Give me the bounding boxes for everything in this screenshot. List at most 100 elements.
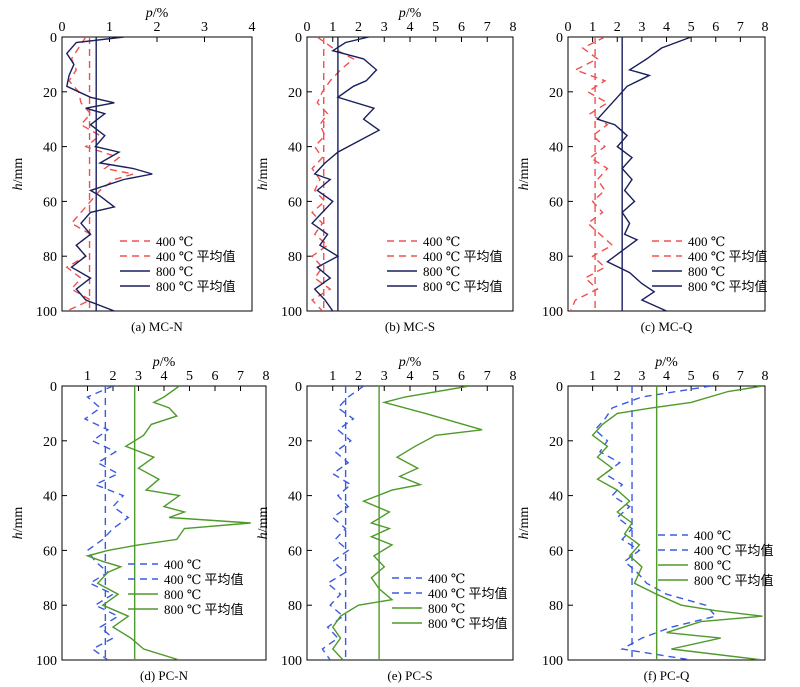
y-tick-label: 20: [549, 86, 563, 101]
x-tick-label: 3: [381, 369, 388, 384]
legend-label: 800 ℃ 平均值: [428, 616, 508, 631]
series-800-line: [311, 37, 381, 311]
y-tick-label: 100: [542, 305, 563, 320]
x-tick-label: 0: [565, 20, 572, 35]
y-tick-label: 20: [549, 435, 563, 450]
x-axis-title: p/%: [654, 355, 678, 370]
x-tick-label: 3: [638, 369, 645, 384]
legend-label: 800 ℃ 平均值: [156, 279, 236, 294]
x-tick-label: 2: [614, 20, 621, 35]
x-tick-label: 2: [355, 369, 362, 384]
y-tick-label: 0: [295, 380, 302, 395]
y-tick-label: 60: [549, 544, 563, 559]
x-tick-label: 7: [737, 369, 744, 384]
y-tick-label: 20: [288, 86, 302, 101]
x-tick-label: 6: [212, 369, 219, 384]
y-tick-label: 40: [288, 490, 302, 505]
y-axis-title: h/mm: [517, 158, 532, 191]
y-tick-label: 40: [43, 141, 57, 156]
y-tick-label: 80: [288, 599, 302, 614]
y-tick-label: 100: [281, 305, 302, 320]
legend-label: 400 ℃ 平均值: [688, 249, 768, 264]
y-tick-label: 60: [288, 544, 302, 559]
y-tick-label: 80: [549, 599, 563, 614]
y-tick-label: 80: [43, 599, 57, 614]
legend-label: 400 ℃ 平均值: [423, 249, 503, 264]
panel-caption: (e) PC-S: [387, 668, 432, 683]
y-tick-label: 20: [43, 86, 57, 101]
legend-label: 400 ℃: [428, 571, 465, 586]
y-tick-label: 60: [549, 195, 563, 210]
y-tick-label: 20: [288, 435, 302, 450]
y-axis-title: h/mm: [11, 158, 26, 191]
x-axis-title: p/%: [152, 355, 176, 370]
x-tick-label: 8: [510, 20, 517, 35]
series-400-line: [310, 37, 355, 311]
y-tick-label: 100: [36, 305, 57, 320]
x-tick-label: 5: [186, 369, 193, 384]
y-tick-label: 60: [43, 544, 57, 559]
y-tick-label: 0: [50, 380, 57, 395]
x-tick-label: 8: [762, 20, 769, 35]
panel-caption: (d) PC-N: [140, 668, 189, 683]
x-tick-label: 6: [458, 369, 465, 384]
y-tick-label: 100: [36, 654, 57, 669]
series-400-line: [594, 386, 718, 660]
series-800-line: [331, 386, 483, 660]
series-800-line: [65, 37, 153, 311]
panel-caption: (b) MC-S: [385, 319, 435, 334]
x-tick-label: 5: [688, 369, 695, 384]
legend-label: 400 ℃: [694, 528, 731, 543]
x-tick-label: 5: [432, 20, 439, 35]
y-tick-label: 40: [549, 141, 563, 156]
x-axis-title: p/%: [145, 6, 169, 21]
x-axis-title: p/%: [398, 355, 422, 370]
y-axis-title: h/mm: [256, 507, 271, 540]
x-axis-title: p/%: [398, 6, 422, 21]
series-800-line: [85, 386, 251, 660]
legend-label: 400 ℃ 平均值: [156, 249, 236, 264]
x-tick-label: 8: [762, 369, 769, 384]
panel-caption: (a) MC-N: [131, 319, 183, 334]
x-tick-label: 4: [407, 20, 414, 35]
x-tick-label: 1: [106, 20, 113, 35]
x-tick-label: 5: [688, 20, 695, 35]
y-tick-label: 0: [556, 31, 563, 46]
panel-caption: (c) MC-Q: [641, 319, 693, 334]
x-tick-label: 3: [638, 20, 645, 35]
legend-label: 800 ℃: [156, 264, 193, 279]
legend-label: 800 ℃: [694, 558, 731, 573]
y-tick-label: 0: [50, 31, 57, 46]
series-800-line: [596, 37, 692, 311]
y-axis-title: h/mm: [517, 507, 532, 540]
x-tick-label: 3: [135, 369, 142, 384]
x-tick-label: 0: [59, 20, 66, 35]
x-tick-label: 1: [329, 369, 336, 384]
legend-label: 800 ℃: [428, 601, 465, 616]
x-tick-label: 2: [110, 369, 117, 384]
y-tick-label: 60: [43, 195, 57, 210]
x-tick-label: 2: [154, 20, 161, 35]
plot-frame: [567, 36, 766, 312]
y-tick-label: 40: [43, 490, 57, 505]
x-tick-label: 1: [329, 20, 336, 35]
legend-label: 800 ℃: [164, 587, 201, 602]
y-tick-label: 80: [288, 250, 302, 265]
x-tick-label: 2: [355, 20, 362, 35]
series-400-line: [65, 37, 134, 311]
x-tick-label: 4: [407, 369, 414, 384]
legend-label: 800 ℃: [688, 264, 725, 279]
x-tick-label: 4: [663, 369, 670, 384]
x-tick-label: 4: [161, 369, 168, 384]
y-tick-label: 80: [43, 250, 57, 265]
x-tick-label: 3: [201, 20, 208, 35]
legend-label: 400 ℃ 平均值: [694, 543, 774, 558]
series-400-line: [321, 386, 365, 660]
x-tick-label: 7: [737, 20, 744, 35]
series-400-line: [569, 37, 614, 311]
